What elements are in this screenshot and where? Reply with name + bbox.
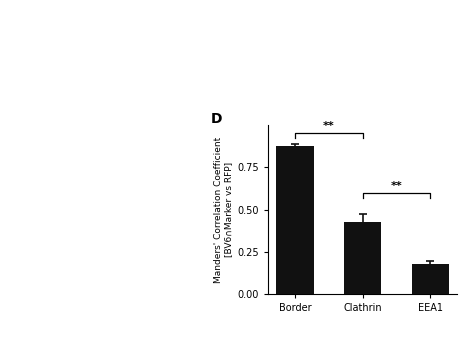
- Bar: [276, 146, 314, 294]
- Bar: [344, 222, 381, 294]
- Text: **: **: [323, 121, 335, 131]
- Text: **: **: [391, 181, 402, 191]
- Bar: [411, 264, 449, 294]
- Y-axis label: Manders' Correlation Coefficient
[BV6∩Marker vs RFP]: Manders' Correlation Coefficient [BV6∩Ma…: [214, 137, 233, 283]
- Text: D: D: [211, 112, 222, 125]
